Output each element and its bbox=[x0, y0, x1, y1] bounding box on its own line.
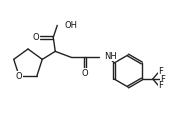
Text: O: O bbox=[33, 33, 40, 42]
Text: F: F bbox=[158, 82, 163, 91]
Text: O: O bbox=[82, 69, 89, 78]
Text: F: F bbox=[160, 74, 165, 84]
Text: NH: NH bbox=[104, 52, 117, 61]
Text: F: F bbox=[158, 67, 163, 77]
Text: OH: OH bbox=[64, 21, 77, 30]
Text: O: O bbox=[16, 72, 23, 81]
